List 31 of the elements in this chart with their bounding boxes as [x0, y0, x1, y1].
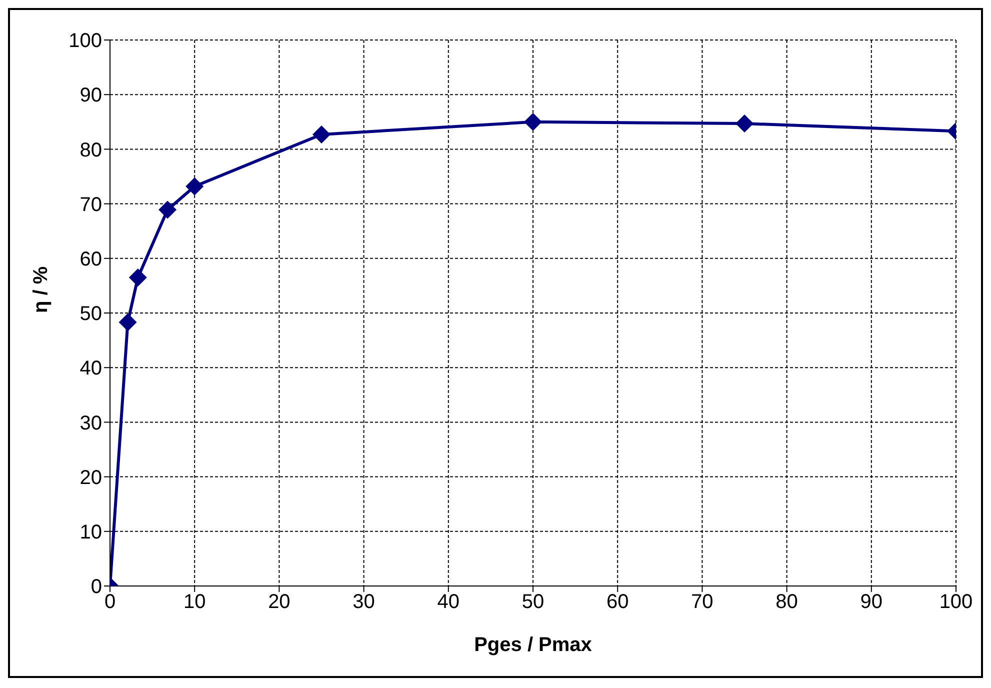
- x-tick-label: 0: [104, 591, 116, 614]
- y-tick-label: 100: [68, 30, 102, 52]
- x-tick-label: 100: [939, 591, 973, 614]
- x-tick-label: 10: [183, 591, 206, 614]
- y-tick-label: 50: [80, 303, 102, 326]
- point: [128, 268, 147, 287]
- y-tick-label: 40: [80, 358, 102, 380]
- y-tick-label: 10: [80, 522, 102, 544]
- x-tick-label: 60: [606, 591, 629, 614]
- y-axis-title: η / %: [30, 266, 52, 313]
- x-tick-label: 30: [352, 591, 375, 614]
- x-tick-label: 90: [860, 591, 883, 614]
- point: [312, 125, 330, 144]
- y-tick-label: 80: [80, 139, 102, 162]
- y-tick-label: 70: [80, 194, 102, 216]
- y-tick-label: 60: [80, 248, 102, 270]
- x-axis-title: Pges / Pmax: [474, 634, 592, 656]
- y-tick-label: 20: [80, 466, 102, 489]
- x-tick-label: 40: [437, 591, 460, 614]
- x-tick-label: 20: [268, 591, 290, 614]
- y-tick-label: 0: [90, 576, 102, 598]
- x-tick-label: 80: [776, 591, 798, 614]
- x-tick-label: 50: [522, 591, 544, 614]
- point: [736, 114, 754, 133]
- x-tick-label: 70: [691, 591, 714, 614]
- point: [118, 313, 137, 332]
- point: [158, 200, 177, 219]
- point: [524, 112, 542, 131]
- point: [186, 177, 204, 196]
- y-tick-label: 90: [80, 84, 102, 107]
- y-tick-label: 30: [80, 412, 102, 434]
